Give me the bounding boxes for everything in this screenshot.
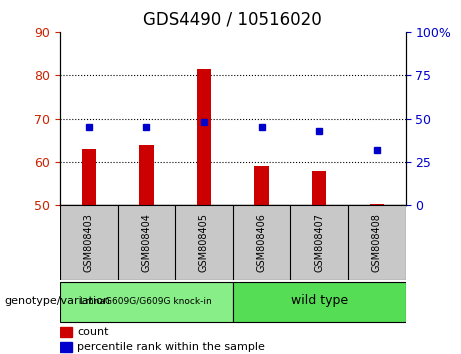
- Text: GSM808403: GSM808403: [84, 213, 94, 272]
- Bar: [197, 69, 211, 205]
- Title: GDS4490 / 10516020: GDS4490 / 10516020: [143, 11, 322, 29]
- Text: genotype/variation: genotype/variation: [5, 296, 111, 306]
- Bar: [254, 166, 269, 205]
- Bar: [233, 282, 406, 322]
- Text: GSM808406: GSM808406: [257, 213, 266, 272]
- Text: count: count: [77, 327, 109, 337]
- Text: wild type: wild type: [291, 295, 348, 307]
- Text: percentile rank within the sample: percentile rank within the sample: [77, 342, 265, 352]
- Bar: [82, 149, 96, 205]
- Text: GSM808404: GSM808404: [142, 213, 151, 272]
- Bar: [60, 342, 72, 353]
- Text: GSM808405: GSM808405: [199, 213, 209, 272]
- Bar: [60, 282, 233, 322]
- Bar: [60, 327, 72, 337]
- Text: LmnaG609G/G609G knock-in: LmnaG609G/G609G knock-in: [81, 296, 212, 306]
- Bar: [139, 144, 154, 205]
- Bar: [312, 171, 326, 205]
- Text: GSM808408: GSM808408: [372, 213, 382, 272]
- Text: GSM808407: GSM808407: [314, 213, 324, 272]
